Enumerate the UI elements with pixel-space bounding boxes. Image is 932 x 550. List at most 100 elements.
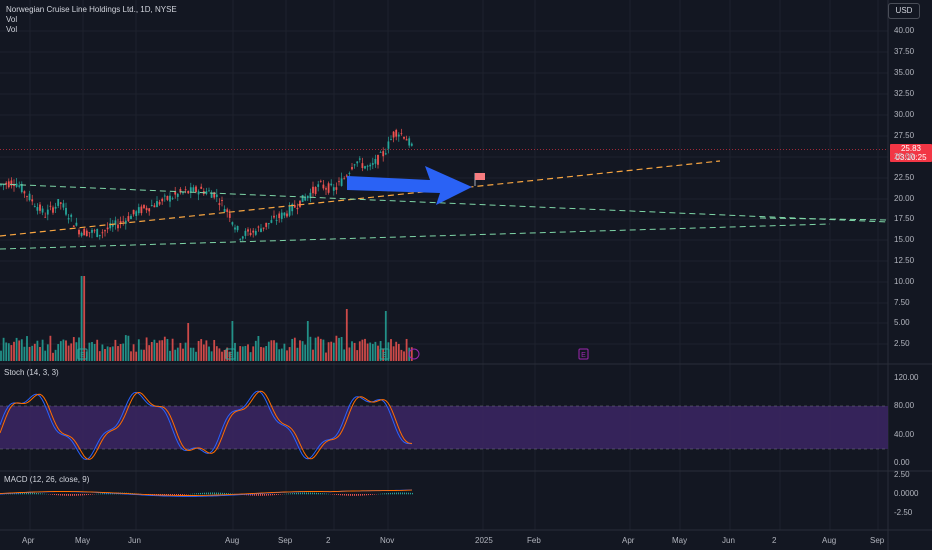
macd-histogram-bar — [380, 493, 381, 495]
macd-histogram-bar — [202, 492, 203, 495]
macd-histogram-bar — [62, 494, 63, 496]
volume-bar — [88, 342, 91, 361]
macd-histogram-bar — [406, 492, 407, 495]
volume-bar — [260, 346, 262, 361]
candle-body — [395, 129, 398, 137]
candle-body — [348, 173, 351, 174]
candle-body — [143, 204, 145, 209]
volume-bar — [161, 340, 164, 361]
candle-body — [114, 220, 117, 225]
macd-histogram-bar — [230, 493, 231, 495]
earnings-label: E — [228, 352, 233, 359]
currency-button[interactable]: USD — [888, 3, 920, 19]
candle-body — [247, 229, 249, 232]
macd-histogram-bar — [78, 494, 79, 496]
price-tick-label: 2.50 — [894, 339, 910, 348]
macd-histogram-bar — [102, 493, 103, 495]
volume-bar — [296, 347, 299, 361]
macd-tick-label: 0.0000 — [894, 489, 919, 498]
stoch-tick-label: 80.00 — [894, 401, 915, 410]
candle-body — [332, 187, 335, 191]
macd-histogram-bar — [346, 494, 347, 496]
trendline-lower-green — [0, 223, 831, 250]
candle-body — [153, 205, 156, 208]
volume-bar — [23, 346, 26, 361]
volume-bar — [330, 341, 333, 361]
macd-histogram-bar — [72, 494, 73, 496]
volume-bar — [31, 345, 34, 361]
volume-bar — [343, 349, 346, 361]
candle-body — [377, 155, 379, 165]
candle-body — [397, 134, 400, 137]
volume-bar — [317, 336, 320, 361]
candle-body — [5, 182, 8, 185]
macd-histogram-bar — [322, 493, 323, 495]
volume-bar — [0, 350, 2, 361]
volume-bar — [184, 342, 187, 361]
volume-bar — [293, 337, 296, 361]
macd-histogram-bar — [388, 492, 389, 495]
volume-bar — [140, 349, 143, 361]
volume-bar — [270, 340, 273, 361]
macd-histogram-bar — [254, 494, 255, 496]
macd-histogram-bar — [208, 492, 209, 495]
candle-body — [36, 207, 39, 211]
stoch-tick-label: 120.00 — [894, 373, 919, 382]
volume-bar — [215, 346, 218, 361]
volume-bar — [273, 340, 275, 361]
macd-histogram-bar — [100, 493, 101, 495]
candle-body — [379, 152, 382, 153]
candle-body — [52, 207, 54, 213]
volume-bar — [130, 351, 132, 361]
volume-bar — [15, 337, 18, 361]
candle-body — [150, 204, 153, 206]
time-tick-label: Sep — [278, 536, 293, 545]
candle-body — [335, 187, 338, 190]
candle-body — [234, 227, 236, 230]
candle-body — [301, 194, 304, 202]
macd-histogram-bar — [172, 494, 173, 496]
macd-histogram-bar — [296, 492, 297, 495]
candle-body — [353, 164, 356, 166]
earnings-marker-3 — [379, 348, 390, 360]
volume-bar — [109, 347, 112, 361]
volume-bar — [309, 336, 312, 361]
candle-body — [291, 204, 294, 212]
macd-histogram-bar — [194, 493, 195, 495]
time-tick-label: 2 — [772, 536, 777, 545]
price-tick-label: 17.50 — [894, 214, 915, 223]
volume-label: Vol — [6, 15, 18, 24]
macd-histogram-bar — [40, 493, 41, 495]
macd-histogram-bar — [54, 494, 55, 495]
candle-body — [257, 226, 260, 228]
macd-histogram-bar — [182, 494, 183, 495]
candle-body — [127, 216, 130, 222]
candle-body — [184, 189, 187, 191]
candle-body — [124, 220, 127, 224]
volume-bar — [33, 343, 36, 361]
time-tick-year: 2025 — [475, 536, 493, 545]
volume-bar — [106, 346, 109, 361]
time-tick-label: Aug — [822, 536, 837, 545]
macd-histogram-bar — [332, 494, 333, 495]
price-tick-label: 30.00 — [894, 110, 915, 119]
candle-body — [67, 218, 70, 220]
volume-bar — [390, 339, 392, 361]
volume-bar — [335, 335, 338, 361]
volume-bar — [301, 341, 304, 361]
price-tick-label: 10.00 — [894, 277, 915, 286]
volume-bar — [286, 350, 288, 361]
candle-body — [338, 181, 340, 183]
macd-histogram-bar — [58, 494, 59, 496]
macd-histogram-bar — [338, 494, 339, 496]
macd-histogram-bar — [270, 494, 271, 496]
macd-histogram-bar — [36, 492, 37, 495]
volume-bar — [322, 339, 325, 361]
volume-bar — [405, 338, 408, 361]
volume-bar — [143, 349, 145, 361]
candle-body — [122, 220, 125, 222]
volume-bar — [137, 339, 140, 361]
price-tick-label: 7.50 — [894, 298, 910, 307]
volume-bar — [247, 344, 249, 361]
